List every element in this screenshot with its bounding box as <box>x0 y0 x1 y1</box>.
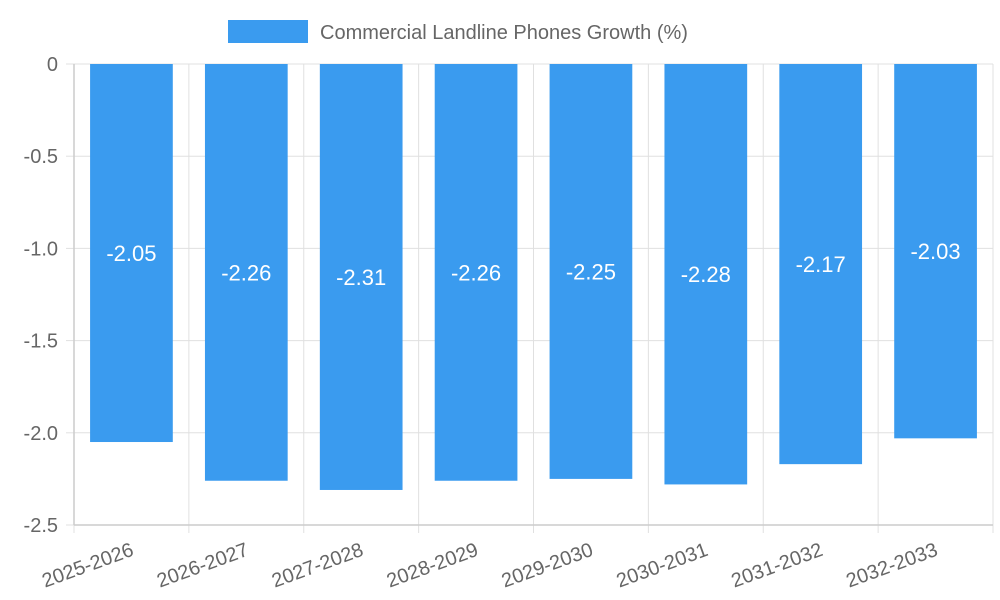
x-tick-label: 2026-2027 <box>154 539 251 592</box>
x-tick-label: 2029-2030 <box>499 539 596 592</box>
bar <box>434 64 518 481</box>
bar <box>319 64 403 490</box>
data-label: -2.17 <box>796 252 846 277</box>
legend-swatch <box>228 20 308 43</box>
x-tick-label: 2030-2031 <box>614 539 711 592</box>
data-label: -2.05 <box>106 241 156 266</box>
x-tick-label: 2025-2026 <box>39 539 136 592</box>
y-tick-label: -0.5 <box>24 146 58 168</box>
data-label: -2.26 <box>221 260 271 285</box>
bar <box>90 64 173 443</box>
y-tick-label: -2.0 <box>24 423 58 445</box>
x-axis-ticks: 2025-2026 2026-2027 2027-2028 2028-2029 2029… <box>39 539 941 592</box>
bars <box>90 64 977 490</box>
x-tick-label: 2027-2028 <box>269 539 366 592</box>
bar <box>894 64 977 439</box>
axes <box>73 64 993 526</box>
data-labels: -2.05 -2.26 -2.31 -2.26 -2.25 -2.28 -2.17 -2.03 <box>106 239 960 290</box>
y-tick-label: -1.5 <box>24 331 58 353</box>
data-label: -2.31 <box>336 265 386 290</box>
x-tick-label: 2032-2033 <box>843 539 940 592</box>
legend: Commercial Landline Phones Growth (%) <box>228 20 688 44</box>
y-tick-label: -2.5 <box>24 515 58 537</box>
y-tick-label: -1.0 <box>24 238 58 260</box>
bar <box>204 64 288 481</box>
bar <box>549 64 633 479</box>
x-tick-label: 2031-2032 <box>728 539 825 592</box>
bar <box>664 64 748 485</box>
legend-label: Commercial Landline Phones Growth (%) <box>320 22 688 44</box>
data-label: -2.26 <box>451 260 501 285</box>
y-tick-label: 0 <box>47 54 58 76</box>
data-label: -2.25 <box>566 259 616 284</box>
y-axis-ticks: 0 -0.5 -1.0 -1.5 -2.0 -2.5 <box>24 54 58 537</box>
x-tick-label: 2028-2029 <box>384 539 481 592</box>
data-label: -2.03 <box>910 239 960 264</box>
data-label: -2.28 <box>681 262 731 287</box>
bar <box>779 64 863 465</box>
